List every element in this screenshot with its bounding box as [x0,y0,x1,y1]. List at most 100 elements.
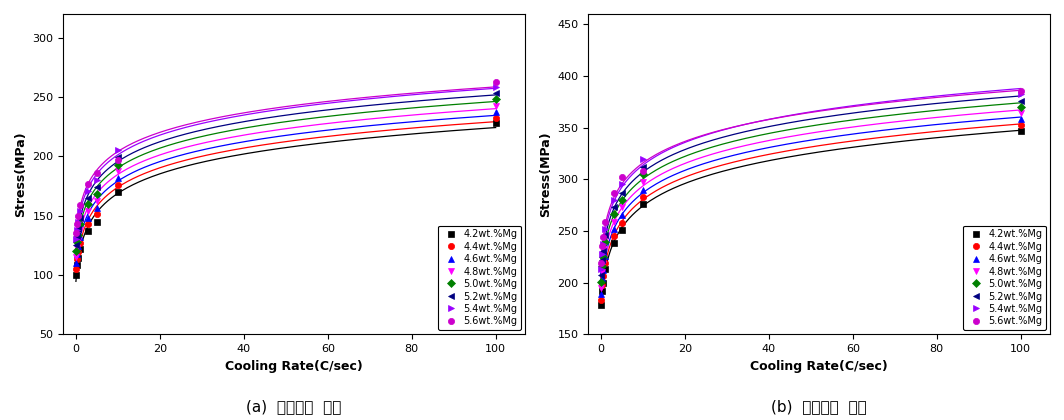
5.6wt.%Mg [595,260,608,265]
5.4wt.%Mg [596,251,609,256]
4.4wt.%Mg [597,274,610,279]
4.8wt.%Mg [90,199,103,204]
5.6wt.%Mg [616,175,629,180]
4.8wt.%Mg [489,104,502,109]
5.2wt.%Mg [616,190,629,195]
Line: 4.6wt.%Mg: 4.6wt.%Mg [598,116,1024,297]
5.4wt.%Mg [71,219,84,224]
4.8wt.%Mg [595,285,608,290]
5.6wt.%Mg [599,219,612,224]
4.8wt.%Mg [70,255,83,260]
5.4wt.%Mg [597,242,610,247]
5.0wt.%Mg [73,221,86,226]
4.2wt.%Mg [82,228,95,234]
Line: 5.6wt.%Mg: 5.6wt.%Mg [598,88,1024,266]
5.6wt.%Mg [597,235,610,240]
5.2wt.%Mg [596,257,609,262]
5.4wt.%Mg [636,156,649,161]
Y-axis label: Stress(MPa): Stress(MPa) [539,131,552,217]
5.0wt.%Mg [71,232,84,237]
5.2wt.%Mg [90,185,103,190]
4.4wt.%Mg [73,240,86,245]
5.4wt.%Mg [82,188,95,193]
4.4wt.%Mg [599,260,612,265]
4.8wt.%Mg [112,168,124,173]
X-axis label: Cooling Rate(C/sec): Cooling Rate(C/sec) [226,360,363,373]
5.4wt.%Mg [90,178,103,183]
Y-axis label: Stress(MPa): Stress(MPa) [14,131,27,217]
5.0wt.%Mg [489,97,502,102]
5.4wt.%Mg [616,182,629,187]
4.2wt.%Mg [596,288,609,293]
4.6wt.%Mg [489,110,502,115]
Line: 5.0wt.%Mg: 5.0wt.%Mg [598,104,1024,285]
4.8wt.%Mg [82,208,95,213]
5.6wt.%Mg [82,181,95,186]
4.6wt.%Mg [597,268,610,273]
4.4wt.%Mg [71,257,84,262]
4.2wt.%Mg [73,246,86,251]
4.2wt.%Mg [71,256,84,261]
Text: (b)  인장강도  예측: (b) 인장강도 예측 [771,399,867,415]
5.2wt.%Mg [71,233,84,238]
5.0wt.%Mg [608,212,620,217]
5.4wt.%Mg [73,208,86,213]
5.0wt.%Mg [596,263,609,268]
5.4wt.%Mg [489,85,502,90]
4.6wt.%Mg [82,215,95,220]
4.8wt.%Mg [597,261,610,266]
4.6wt.%Mg [595,291,608,297]
5.6wt.%Mg [1014,89,1027,94]
5.0wt.%Mg [71,239,84,244]
4.6wt.%Mg [1014,117,1027,122]
5.2wt.%Mg [71,226,84,231]
5.0wt.%Mg [82,201,95,206]
Legend: 4.2wt.%Mg, 4.4wt.%Mg, 4.6wt.%Mg, 4.8wt.%Mg, 5.0wt.%Mg, 5.2wt.%Mg, 5.4wt.%Mg, 5.6: 4.2wt.%Mg, 4.4wt.%Mg, 4.6wt.%Mg, 4.8wt.%… [963,226,1046,331]
4.8wt.%Mg [71,238,84,243]
5.0wt.%Mg [595,279,608,284]
4.4wt.%Mg [82,221,95,226]
5.2wt.%Mg [636,164,649,169]
4.2wt.%Mg [489,121,502,126]
4.6wt.%Mg [90,206,103,211]
4.4wt.%Mg [608,234,620,239]
5.6wt.%Mg [70,231,83,236]
4.6wt.%Mg [616,213,629,218]
4.6wt.%Mg [599,253,612,258]
Text: (a)  항복강도  예측: (a) 항복강도 예측 [247,399,342,415]
4.6wt.%Mg [73,234,86,239]
Line: 4.8wt.%Mg: 4.8wt.%Mg [73,103,499,260]
5.6wt.%Mg [608,190,620,195]
5.2wt.%Mg [608,205,620,210]
Line: 4.2wt.%Mg: 4.2wt.%Mg [73,120,499,278]
5.2wt.%Mg [73,215,86,220]
4.2wt.%Mg [595,303,608,308]
Line: 5.6wt.%Mg: 5.6wt.%Mg [73,79,499,236]
5.0wt.%Mg [599,240,612,245]
5.0wt.%Mg [636,171,649,176]
4.4wt.%Mg [595,298,608,303]
5.2wt.%Mg [597,248,610,253]
Line: 4.4wt.%Mg: 4.4wt.%Mg [598,122,1024,303]
4.2wt.%Mg [616,227,629,232]
4.2wt.%Mg [636,202,649,207]
4.2wt.%Mg [597,280,610,285]
4.4wt.%Mg [90,212,103,217]
Line: 4.4wt.%Mg: 4.4wt.%Mg [73,115,499,272]
4.2wt.%Mg [70,273,83,278]
5.4wt.%Mg [599,226,612,231]
Line: 5.4wt.%Mg: 5.4wt.%Mg [598,92,1024,272]
4.4wt.%Mg [489,116,502,121]
4.4wt.%Mg [112,182,124,187]
5.2wt.%Mg [595,273,608,278]
5.2wt.%Mg [599,233,612,238]
5.0wt.%Mg [112,162,124,167]
5.2wt.%Mg [82,195,95,200]
5.6wt.%Mg [489,79,502,84]
5.0wt.%Mg [90,192,103,197]
4.4wt.%Mg [71,250,84,255]
5.6wt.%Mg [112,158,124,163]
4.6wt.%Mg [608,226,620,231]
4.8wt.%Mg [596,270,609,275]
4.4wt.%Mg [596,282,609,287]
